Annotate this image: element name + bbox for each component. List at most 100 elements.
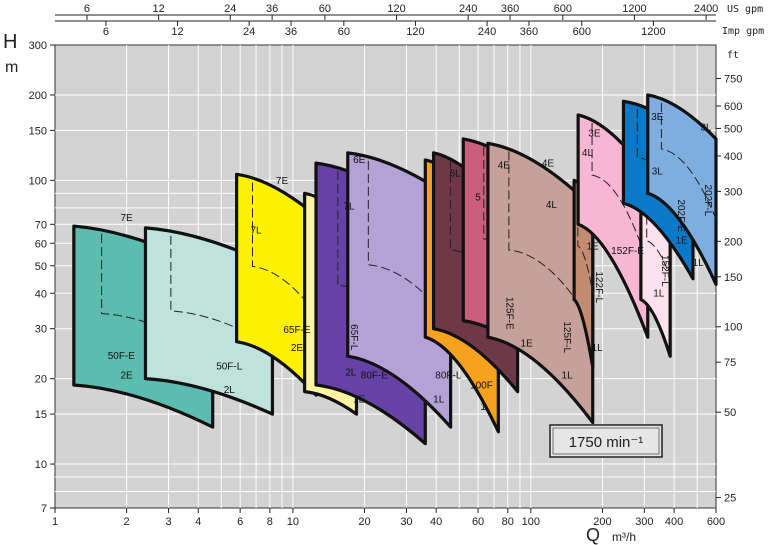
us-gpm-tick-label: 240 [459, 3, 477, 15]
imp-gpm-unit: Imp gpm [722, 26, 764, 37]
pump-label: 4E [498, 161, 511, 172]
pump-area-202f-l [646, 93, 718, 286]
pump-label: 7L [251, 225, 263, 236]
x-tick-label: 2 [124, 516, 130, 528]
impeller-dash-curve [367, 160, 452, 325]
imp-gpm-tick-label: 36 [285, 26, 297, 38]
pump-label: 1L [592, 343, 604, 354]
pump-label: 65F-E [283, 325, 311, 336]
pump-label: 2E [121, 371, 134, 382]
us-gpm-tick-label: 120 [387, 3, 405, 15]
impeller-dash-curve [252, 182, 317, 315]
pump-label: 1E [587, 242, 600, 253]
pump-label: 7E [121, 213, 134, 224]
pump-label: 1L [433, 394, 445, 405]
pump-label: 3E [588, 128, 601, 139]
pump-label: 1L [562, 371, 574, 382]
pump-label: 3L [701, 122, 713, 133]
y-tick-label: 50 [35, 261, 47, 273]
pump-label: 4L [582, 148, 594, 159]
y-tick-label: 15 [35, 409, 47, 421]
ft-tick-label: 600 [724, 101, 742, 113]
imp-gpm-tick-label: 60 [338, 26, 350, 38]
pump-label: 3E [651, 112, 664, 123]
ft-tick-label: 300 [724, 186, 742, 198]
pump-label: 7L [343, 201, 355, 212]
ft-tick-label: 100 [724, 322, 742, 334]
pump-label: 1 [480, 402, 486, 413]
pump-label: 80F-L [435, 371, 462, 382]
us-gpm-tick-label: 36 [266, 3, 278, 15]
pump-label: 125F-L [561, 321, 572, 353]
y-axis-label-m: m [5, 59, 18, 76]
x-axis-label-q: Q [586, 525, 600, 545]
x-tick-label: 10 [287, 516, 299, 528]
pump-label: 1L [693, 258, 705, 269]
x-tick-label: 300 [635, 516, 653, 528]
pump-label: 125F-E [503, 297, 514, 330]
speed-box-inner [552, 427, 660, 455]
speed-box [549, 424, 663, 458]
imp-gpm-tick-label: 240 [478, 26, 496, 38]
x-tick-label: 20 [358, 516, 370, 528]
y-tick-label: 300 [29, 40, 47, 52]
us-gpm-unit: US gpm [727, 4, 763, 15]
us-gpm-tick-label: 24 [224, 3, 236, 15]
y-tick-label: 20 [35, 374, 47, 386]
pump-label: 3L [652, 166, 664, 177]
ft-tick-label: 150 [724, 272, 742, 284]
pump-label: 100F [470, 380, 493, 391]
y-axis-label-h: H [3, 31, 17, 53]
impeller-dash-curve [646, 176, 671, 278]
pump-label: 2E [291, 343, 304, 354]
pump-label: 2L [345, 368, 357, 379]
y-tick-label: 200 [29, 90, 47, 102]
ft-tick-label: 750 [724, 73, 742, 85]
imp-gpm-tick-label: 120 [406, 26, 424, 38]
us-gpm-tick-label: 600 [554, 3, 572, 15]
pump-label: 122F-L [593, 271, 604, 303]
ft-tick-label: 50 [724, 407, 736, 419]
us-gpm-tick-label: 2400 [694, 3, 718, 15]
x-tick-label: 8 [267, 516, 273, 528]
pump-label: 6L [449, 169, 461, 180]
impeller-dash-curve [591, 122, 649, 265]
pump-label: 202F-L [702, 185, 713, 217]
us-gpm-tick-label: 1200 [622, 3, 646, 15]
x-tick-label: 600 [707, 516, 725, 528]
imp-gpm-tick-label: 1200 [641, 26, 665, 38]
x-tick-label: 6 [237, 516, 243, 528]
pump-label: 4L [546, 200, 558, 211]
x-tick-label: 400 [665, 516, 683, 528]
pump-label: 4E [542, 158, 555, 169]
x-tick-label: 3 [165, 516, 171, 528]
y-tick-label: 60 [35, 238, 47, 250]
ft-tick-label: 500 [724, 123, 742, 135]
x-tick-label: 1 [52, 516, 58, 528]
pump-label: 152F-L [659, 255, 670, 287]
pump-label: 6E [353, 155, 366, 166]
ft-tick-label: 75 [724, 357, 736, 369]
pump-label: 80F-E [361, 371, 389, 382]
y-tick-label: 7 [41, 503, 47, 515]
y-tick-label: 70 [35, 219, 47, 231]
x-axis-unit: m³/h [612, 530, 636, 544]
pump-label: 1E [675, 235, 688, 246]
pump-label: 1L [653, 288, 665, 299]
y-tick-label: 10 [35, 459, 47, 471]
imp-gpm-tick-label: 6 [103, 26, 109, 38]
x-tick-label: 4 [195, 516, 201, 528]
pump-label: 2L [224, 385, 236, 396]
x-tick-label: 40 [430, 516, 442, 528]
us-gpm-tick-label: 12 [152, 3, 164, 15]
pump-label: 50F-L [216, 362, 243, 373]
speed-label: 1750 min⁻¹ [569, 434, 644, 451]
x-tick-label: 80 [502, 516, 514, 528]
y-tick-label: 30 [35, 324, 47, 336]
us-gpm-tick-label: 360 [501, 3, 519, 15]
pump-label: 1E [521, 338, 534, 349]
ft-tick-label: 200 [724, 236, 742, 248]
x-tick-label: 100 [522, 516, 540, 528]
pump-label: 152F-E [611, 246, 644, 257]
